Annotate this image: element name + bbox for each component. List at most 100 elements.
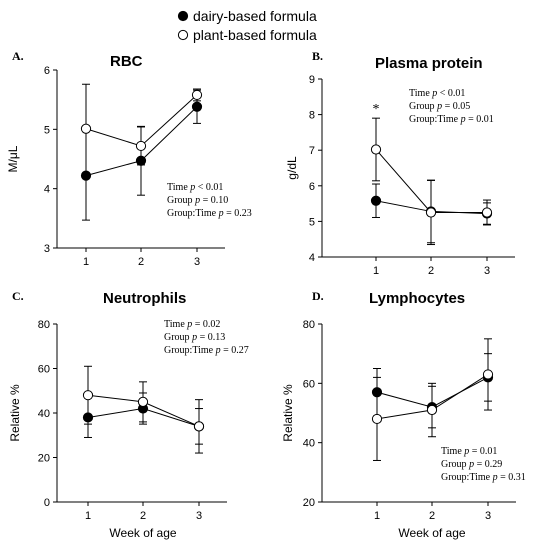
- y-tick-label: 6: [309, 181, 315, 193]
- data-point: [80, 123, 92, 134]
- data-point: [370, 195, 382, 206]
- stats-p: p: [215, 345, 221, 356]
- stats-line: Group:Time p = 0.31: [441, 472, 526, 483]
- stats-term: Group: [164, 332, 190, 343]
- panel-letter: C.: [12, 289, 24, 303]
- stats-value: 0.05: [453, 101, 471, 112]
- stats-value: 0.23: [234, 208, 252, 219]
- stats-op: =: [200, 332, 206, 343]
- stats-line: Time p = 0.01: [441, 446, 497, 457]
- stats-line: Group:Time p = 0.27: [164, 345, 249, 356]
- y-tick-label: 0: [44, 497, 50, 509]
- stats-op: =: [223, 345, 229, 356]
- y-tick-label: 40: [38, 408, 50, 420]
- stats-op: =: [195, 319, 201, 330]
- x-tick-label: 1: [374, 510, 380, 522]
- y-tick-label: 4: [309, 252, 315, 264]
- stats-op: <: [198, 182, 204, 193]
- panel-title: Plasma protein: [375, 55, 483, 72]
- stats-op: =: [500, 472, 506, 483]
- x-tick-label: 1: [83, 256, 89, 268]
- y-tick-label: 60: [38, 364, 50, 376]
- stats-p: p: [492, 472, 498, 483]
- stats-line: Time p = 0.02: [164, 319, 220, 330]
- stats-p: p: [468, 459, 474, 470]
- stats-line: Group:Time p = 0.01: [409, 114, 494, 125]
- stats-p: p: [431, 88, 437, 99]
- stats-value: 0.01: [480, 446, 498, 457]
- legend-marker-filled: [177, 10, 189, 22]
- stats-value: 0.31: [508, 472, 526, 483]
- stats-term: Group:Time: [409, 114, 459, 125]
- y-axis-label: Relative %: [281, 384, 295, 442]
- stats-op: =: [203, 195, 209, 206]
- data-point: [481, 207, 493, 218]
- x-tick-label: 3: [485, 510, 491, 522]
- x-tick-label: 2: [429, 510, 435, 522]
- panel-letter: B.: [312, 49, 323, 63]
- x-tick-label: 1: [85, 510, 91, 522]
- panel-letter: D.: [312, 289, 324, 303]
- y-tick-label: 9: [309, 74, 315, 86]
- stats-value: 0.02: [203, 319, 221, 330]
- stats-p: p: [218, 208, 224, 219]
- series-plant: [82, 365, 205, 454]
- y-axis-label: M/μL: [6, 145, 20, 172]
- stats-line: Group:Time p = 0.23: [167, 208, 252, 219]
- data-point: [482, 369, 494, 380]
- stats-op: =: [477, 459, 483, 470]
- y-tick-label: 60: [303, 378, 315, 390]
- stats-value: 0.01: [476, 114, 494, 125]
- data-point: [193, 421, 205, 432]
- series-plant: [80, 83, 203, 174]
- y-tick-label: 20: [303, 497, 315, 509]
- stats-line: Group p = 0.10: [167, 195, 228, 206]
- stats-op: <: [440, 88, 446, 99]
- y-tick-label: 5: [309, 216, 315, 228]
- x-tick-label: 3: [484, 265, 490, 277]
- y-tick-label: 6: [44, 65, 50, 77]
- stats-term: Time: [164, 319, 185, 330]
- data-point: [191, 89, 203, 101]
- panel-lymphocytes: D. Lymphocytes 20 40 60 80 1 2 3 Relative % Time p…: [281, 289, 526, 522]
- y-tick-label: 7: [309, 145, 315, 157]
- x-axis-title: Week of age: [109, 526, 176, 540]
- stats-value: 0.01: [448, 88, 466, 99]
- stats-p: p: [186, 319, 192, 330]
- series-plant: [371, 338, 494, 461]
- data-point: [426, 404, 438, 416]
- stats-op: =: [468, 114, 474, 125]
- significance-marker: *: [373, 102, 380, 117]
- stats-op: =: [472, 446, 478, 457]
- y-tick-label: 80: [38, 319, 50, 331]
- stats-line: Group p = 0.05: [409, 101, 470, 112]
- y-axis-label: g/dL: [285, 156, 299, 180]
- stats-p: p: [189, 182, 195, 193]
- chart-panels: A. RBC 3 4 5 6 1 2 3 M/μL Time p < 0.01 Group p = 0…: [6, 49, 526, 540]
- panel-letter: A.: [12, 49, 24, 63]
- x-axis-title: Week of age: [398, 526, 465, 540]
- stats-value: 0.01: [206, 182, 224, 193]
- data-point: [82, 390, 94, 401]
- stats-p: p: [460, 114, 466, 125]
- stats-op: =: [445, 101, 451, 112]
- stats-value: 0.29: [485, 459, 503, 470]
- y-tick-label: 5: [44, 124, 50, 136]
- stats-term: Time: [441, 446, 462, 457]
- stats-term: Group: [167, 195, 193, 206]
- stats-term: Group: [409, 101, 435, 112]
- stats-p: p: [463, 446, 469, 457]
- stats-line: Group p = 0.13: [164, 332, 225, 343]
- y-tick-label: 80: [303, 319, 315, 331]
- data-point: [191, 101, 203, 112]
- stats-term: Group:Time: [167, 208, 217, 219]
- series-plant: [370, 117, 493, 246]
- stats-line: Group p = 0.29: [441, 459, 502, 470]
- panel-plasma-protein: B. Plasma protein 4 5 6 7 8 9 1 2 3 g/dL * Time p < 0…: [285, 49, 515, 277]
- y-tick-label: 20: [38, 453, 50, 465]
- stats-line: Time p < 0.01: [167, 182, 223, 193]
- y-tick-label: 8: [309, 110, 315, 122]
- data-point: [137, 396, 149, 407]
- data-point: [425, 207, 437, 218]
